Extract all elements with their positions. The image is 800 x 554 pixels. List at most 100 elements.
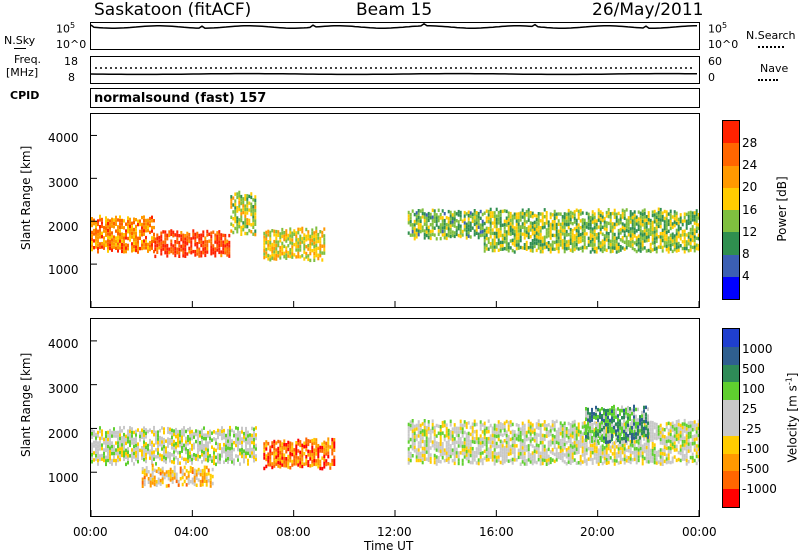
velocity-echo-cell bbox=[647, 442, 650, 447]
velocity-echo-cell bbox=[451, 437, 454, 442]
velocity-ytick-1000: 1000 bbox=[48, 471, 79, 485]
velocity-echo-cell bbox=[201, 428, 203, 433]
velocity-echo-cell bbox=[109, 446, 111, 450]
power-echo-cell bbox=[503, 219, 506, 223]
power-echo-cell bbox=[443, 212, 446, 216]
power-echo-cell bbox=[267, 240, 270, 244]
velocity-echo-cell bbox=[623, 447, 626, 451]
power-echo-cell bbox=[615, 222, 618, 227]
velocity-echo-cell bbox=[639, 432, 642, 437]
velocity-echo-cell bbox=[529, 456, 532, 461]
power-echo-cell bbox=[439, 223, 442, 227]
power-echo-cell bbox=[611, 232, 614, 236]
power-echo-cell bbox=[567, 222, 570, 226]
velocity-echo-cell bbox=[149, 438, 151, 443]
power-echo-cell bbox=[281, 234, 284, 239]
velocity-echo-cell bbox=[413, 442, 416, 446]
velocity-echo-cell bbox=[533, 453, 536, 457]
velocity-echo-cell bbox=[651, 438, 654, 442]
power-echo-cell bbox=[180, 237, 183, 242]
power-echo-cell bbox=[613, 232, 616, 237]
power-echo-cell bbox=[305, 234, 308, 239]
power-echo-cell bbox=[683, 229, 686, 233]
velocity-echo-cell bbox=[251, 451, 253, 455]
velocity-echo-cell bbox=[569, 454, 572, 458]
power-echo-cell bbox=[107, 218, 109, 222]
velocity-echo-cell bbox=[689, 445, 692, 449]
power-echo-cell bbox=[121, 222, 123, 226]
velocity-echo-cell bbox=[493, 423, 496, 428]
velocity-echo-cell bbox=[431, 426, 434, 430]
velocity-echo-cell bbox=[107, 430, 109, 435]
velocity-echo-cell bbox=[189, 454, 191, 459]
power-echo-cell bbox=[164, 240, 167, 245]
power-echo-cell bbox=[95, 228, 97, 232]
power-echo-cell bbox=[539, 246, 542, 250]
power-echo-cell bbox=[184, 254, 187, 258]
velocity-echo-cell bbox=[95, 457, 97, 461]
velocity-echo-cell bbox=[277, 464, 280, 468]
velocity-echo-cell bbox=[297, 438, 300, 443]
power-echo-cell bbox=[651, 227, 654, 231]
power-echo-cell bbox=[607, 242, 610, 246]
velocity-echo-cell bbox=[565, 448, 568, 452]
power-echo-cell bbox=[643, 232, 646, 236]
power-echo-cell bbox=[194, 236, 197, 240]
power-echo-cell bbox=[631, 229, 634, 233]
power-echo-cell bbox=[645, 221, 648, 226]
velocity-echo-cell bbox=[327, 440, 330, 445]
power-echo-cell bbox=[119, 246, 121, 250]
power-echo-cell bbox=[97, 246, 99, 251]
power-echo-cell bbox=[639, 245, 642, 250]
velocity-cb-seg-9 bbox=[723, 489, 739, 507]
velocity-echo-cell bbox=[285, 446, 288, 450]
power-echo-cell bbox=[519, 218, 522, 222]
power-echo-cell bbox=[561, 228, 564, 233]
velocity-echo-cell bbox=[683, 425, 686, 430]
velocity-echo-cell bbox=[173, 439, 175, 444]
velocity-echo-cell bbox=[485, 426, 488, 431]
power-echo-cell bbox=[491, 214, 494, 218]
velocity-echo-cell bbox=[499, 422, 502, 426]
velocity-echo-cell bbox=[265, 447, 268, 451]
velocity-echo-cell bbox=[667, 432, 670, 436]
velocity-echo-cell bbox=[141, 446, 143, 450]
power-echo-cell bbox=[198, 237, 201, 241]
velocity-echo-cell bbox=[233, 430, 235, 434]
power-echo-cell bbox=[675, 232, 678, 236]
power-echo-cell bbox=[123, 243, 125, 247]
velocity-echo-cell bbox=[433, 443, 436, 447]
power-echo-cell bbox=[145, 229, 147, 233]
velocity-echo-cell bbox=[263, 452, 266, 457]
power-echo-cell bbox=[691, 245, 694, 250]
velocity-echo-cell bbox=[685, 448, 688, 452]
power-echo-cell bbox=[315, 243, 318, 248]
velocity-echo-cell bbox=[425, 432, 428, 437]
power-echo-cell bbox=[619, 231, 622, 235]
velocity-echo-cell bbox=[497, 427, 500, 431]
velocity-echo-cell bbox=[253, 427, 255, 431]
velocity-echo-cell bbox=[181, 435, 183, 439]
power-echo-cell bbox=[637, 210, 640, 214]
velocity-echo-cell bbox=[677, 436, 680, 441]
velocity-echo-cell bbox=[143, 440, 145, 444]
power-echo-cell bbox=[103, 225, 105, 230]
velocity-echo-cell bbox=[305, 458, 308, 462]
power-echo-cell bbox=[263, 242, 266, 246]
power-echo-cell bbox=[581, 228, 584, 232]
velocity-echo-cell bbox=[649, 452, 652, 456]
velocity-echo-cell bbox=[585, 444, 588, 449]
velocity-echo-cell bbox=[589, 422, 591, 427]
velocity-echo-cell bbox=[569, 444, 572, 448]
velocity-echo-cell bbox=[191, 447, 193, 451]
velocity-echo-cell bbox=[419, 423, 422, 428]
power-echo-cell bbox=[192, 232, 195, 237]
power-echo-cell bbox=[495, 245, 498, 249]
power-echo-cell bbox=[517, 219, 520, 223]
power-echo-cell bbox=[457, 220, 460, 224]
velocity-echo-cell bbox=[105, 438, 107, 442]
power-echo-cell bbox=[565, 216, 568, 220]
velocity-echo-cell bbox=[529, 442, 532, 447]
power-echo-cell bbox=[275, 247, 278, 251]
velocity-echo-cell bbox=[431, 440, 434, 444]
